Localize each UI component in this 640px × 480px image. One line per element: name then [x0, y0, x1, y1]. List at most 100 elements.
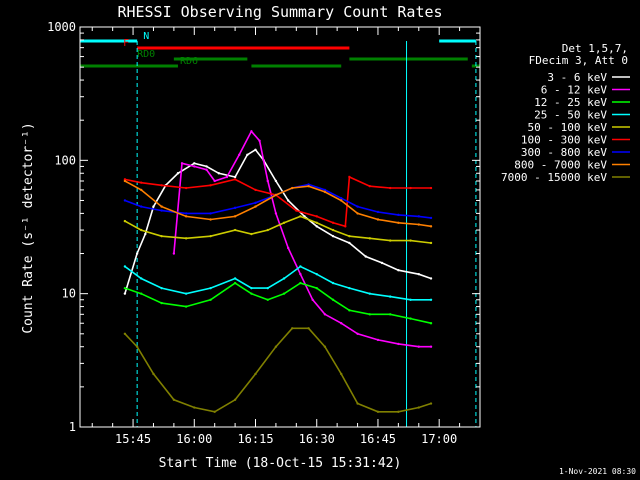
y-tick-label: 1 [69, 420, 76, 434]
legend-label-50-100-kev: 50 - 100 keV [528, 121, 608, 134]
series-point-50-100-kev [123, 219, 127, 223]
series-point-50-100-kev [409, 239, 412, 242]
series-point-12-25-kev [160, 301, 163, 305]
series-point-800-7000-kev [123, 179, 127, 183]
series-point-50-100-kev [266, 228, 269, 232]
series-point-100-300-kev [254, 188, 257, 192]
series-point-25-50-kev [250, 286, 253, 290]
series-point-800-7000-kev [417, 223, 420, 226]
series-point-6-12-kev [250, 130, 253, 133]
series-point-7000-15000-kev [193, 406, 196, 409]
series-point-50-100-kev [429, 241, 433, 245]
series-point-300-800-kev [123, 199, 127, 202]
series-point-25-50-kev [315, 272, 318, 276]
series-point-6-12-kev [376, 338, 380, 342]
series-point-12-25-kev [315, 286, 318, 290]
flag-label-f: F [123, 38, 129, 49]
series-point-7000-15000-kev [274, 345, 278, 348]
series-point-100-300-kev [331, 221, 335, 225]
x-tick-label: 16:15 [237, 432, 273, 446]
series-point-25-50-kev [140, 277, 143, 280]
series-point-300-800-kev [307, 183, 310, 186]
series-point-3-6-kev [331, 234, 335, 238]
series-point-3-6-kev [176, 172, 180, 175]
legend-label-800-7000-kev: 800 - 7000 keV [514, 159, 607, 172]
series-point-25-50-kev [368, 292, 371, 295]
series-point-300-800-kev [340, 196, 343, 200]
series-point-6-12-kev [266, 179, 269, 183]
series-point-50-100-kev [184, 237, 188, 240]
legend-label-3-6-kev: 3 - 6 keV [547, 71, 607, 84]
series-point-6-12-kev [205, 168, 208, 171]
x-tick-label: 15:45 [115, 432, 151, 446]
axes: 1 10 100 1000 15:45 16:00 16:15 16:30 16:45 17:00 [47, 20, 481, 446]
x-axis-label: Start Time (18-Oct-15 15:31:42) [159, 456, 402, 471]
series-point-7000-15000-kev [291, 327, 294, 330]
series-point-800-7000-kev [160, 205, 163, 208]
series-point-800-7000-kev [209, 218, 212, 221]
y-tick-label: 1000 [47, 20, 76, 34]
series-point-50-100-kev [389, 239, 392, 242]
series-point-12-25-kev [389, 313, 392, 316]
series-point-800-7000-kev [397, 221, 400, 225]
series-point-12-25-kev [140, 292, 143, 295]
series-point-7000-15000-kev [254, 372, 257, 376]
series-point-25-50-kev [266, 286, 269, 290]
series-point-6-12-kev [323, 313, 327, 316]
series-point-6-12-kev [274, 212, 278, 215]
series-point-300-800-kev [323, 188, 327, 192]
series-point-7000-15000-kev [417, 406, 420, 409]
series-point-6-12-kev [193, 165, 196, 168]
series-point-25-50-kev [209, 286, 212, 290]
series-point-100-300-kev [160, 184, 163, 187]
series-point-7000-15000-kev [397, 410, 400, 414]
series-point-6-12-kev [180, 162, 184, 165]
series-point-7000-15000-kev [172, 398, 176, 401]
series-point-300-800-kev [233, 206, 237, 210]
legend-label-7000-15000-kev: 7000 - 15000 keV [501, 171, 607, 184]
series-point-3-6-kev [205, 165, 208, 168]
x-tick-label: 16:00 [176, 432, 212, 446]
series-point-3-6-kev [429, 277, 433, 280]
series-point-300-800-kev [356, 205, 359, 208]
series-point-50-100-kev [250, 232, 253, 236]
series-point-7000-15000-kev [123, 332, 127, 336]
series-point-50-100-kev [140, 228, 143, 232]
series-point-300-800-kev [140, 205, 143, 208]
series-point-12-25-kev [368, 313, 371, 316]
series-point-3-6-kev [254, 148, 257, 151]
series-point-7000-15000-kev [307, 327, 310, 330]
legend-label-25-50-kev: 25 - 50 keV [534, 109, 607, 122]
series-point-100-300-kev [368, 184, 371, 188]
legend-header-line: FDecim 3, Att 0 [529, 54, 628, 67]
series-point-800-7000-kev [140, 188, 143, 192]
series-point-25-50-kev [233, 277, 237, 280]
series-point-100-300-kev [315, 215, 318, 218]
flag-bars: N F RD0 RD6 [80, 31, 480, 68]
series-point-7000-15000-kev [233, 398, 237, 401]
series-point-25-50-kev [389, 295, 392, 298]
x-tick-label: 16:45 [360, 432, 396, 446]
timestamp: 1-Nov-2021 08:30 [559, 467, 636, 476]
series-point-12-25-kev [266, 298, 269, 301]
series-point-12-25-kev [250, 292, 253, 295]
series-point-6-12-kev [429, 345, 433, 348]
series-point-12-25-kev [282, 292, 286, 295]
series-point-7000-15000-kev [135, 345, 139, 348]
series-point-6-12-kev [397, 342, 400, 346]
series-point-100-300-kev [344, 225, 347, 228]
series-point-50-100-kev [299, 215, 302, 218]
series-point-6-12-kev [213, 179, 216, 183]
series-point-3-6-kev [217, 172, 220, 175]
series-point-100-300-kev [295, 209, 298, 212]
series-point-800-7000-kev [376, 218, 380, 221]
series-point-3-6-kev [397, 268, 400, 272]
series-point-300-800-kev [397, 213, 400, 217]
series-point-3-6-kev [364, 255, 367, 258]
legend-label-300-800-kev: 300 - 800 keV [521, 146, 607, 159]
series-point-800-7000-kev [291, 186, 294, 190]
x-tick-label: 17:00 [421, 432, 457, 446]
series-point-25-50-kev [348, 286, 351, 290]
